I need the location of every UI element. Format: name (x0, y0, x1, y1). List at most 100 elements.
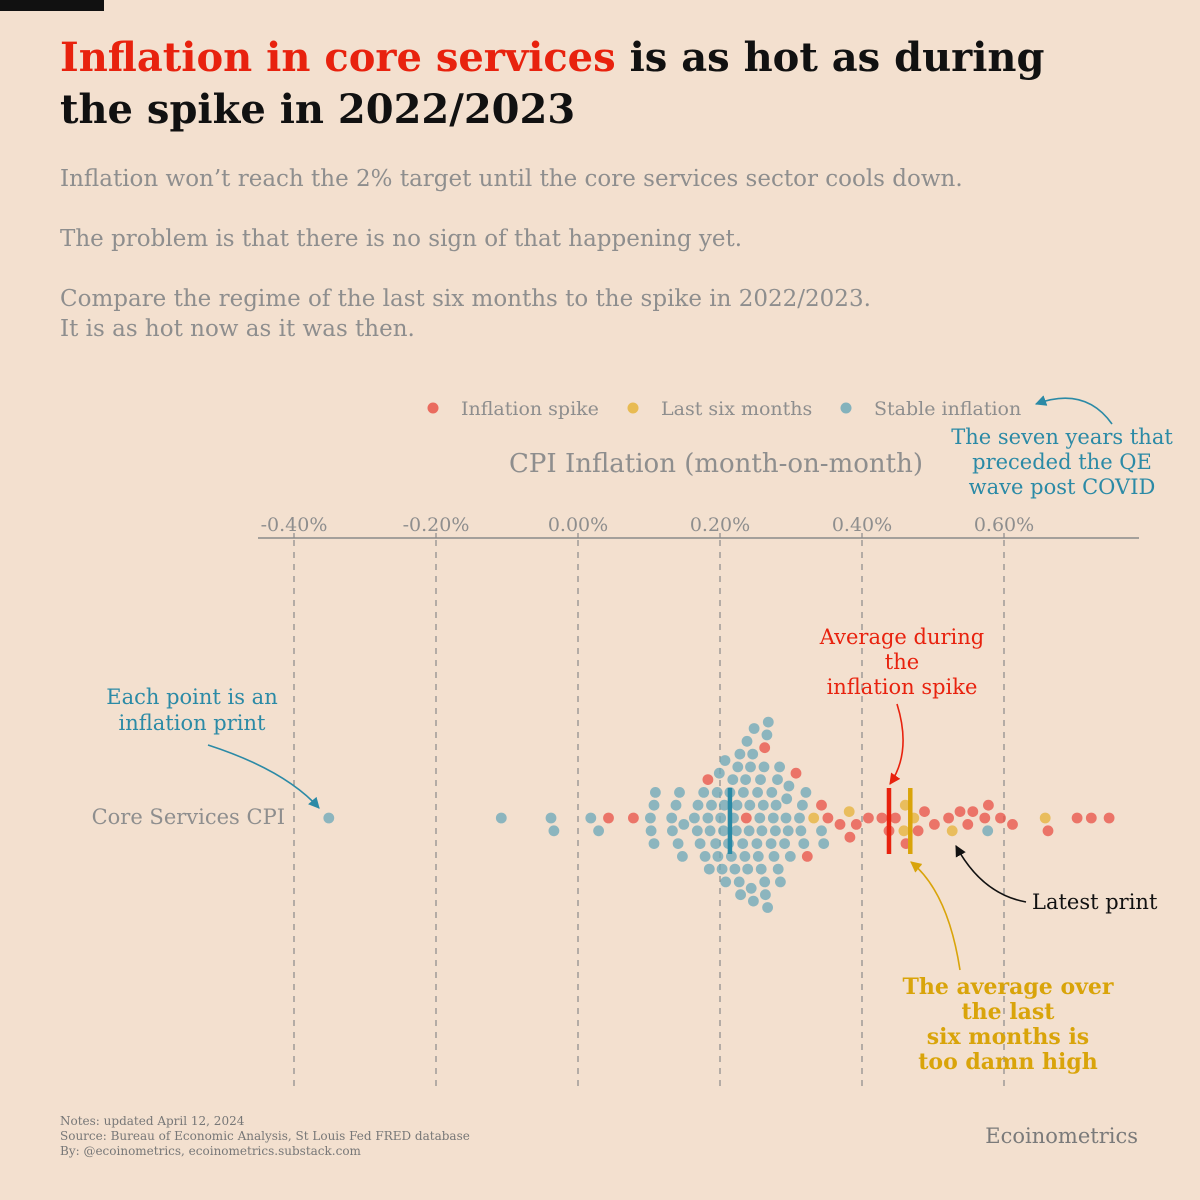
legend-label-spike: Inflation spike (461, 398, 599, 420)
data-point-stable-inflation (733, 876, 745, 888)
data-point-stable-inflation (755, 774, 766, 785)
data-point-inflation-spike (790, 767, 802, 779)
annotation-spike-average: Average during the inflation spike (819, 625, 984, 699)
data-point-stable-inflation (783, 780, 795, 792)
data-point-stable-inflation (323, 812, 335, 824)
data-point-inflation-spike (1085, 812, 1097, 824)
data-point-stable-inflation (692, 799, 704, 811)
data-point-inflation-spike (801, 851, 813, 862)
data-point-inflation-spike (962, 819, 974, 830)
data-point-inflation-spike (967, 806, 979, 817)
data-point-stable-inflation (739, 851, 751, 862)
data-point-stable-inflation (715, 812, 727, 824)
data-point-stable-inflation (698, 787, 710, 798)
data-point-stable-inflation (719, 755, 731, 766)
data-point-stable-inflation (770, 825, 781, 837)
data-point-stable-inflation (743, 825, 755, 837)
data-point-stable-inflation (678, 819, 690, 830)
annotation-six-month-average-line-1: The average over (903, 974, 1114, 1000)
data-point-inflation-spike (1071, 812, 1083, 824)
footer-notes-updated: Notes: updated April 12, 2024 (60, 1114, 245, 1128)
data-point-stable-inflation (704, 825, 716, 837)
data-point-stable-inflation (756, 825, 768, 837)
subtitle-paragraph-2: The problem is that there is no sign of … (60, 226, 743, 252)
annotation-spike-average-line-2: the (885, 650, 919, 674)
data-point-stable-inflation (798, 838, 810, 849)
data-point-inflation-spike (1103, 812, 1115, 824)
data-point-stable-inflation (585, 812, 597, 824)
data-point-stable-inflation (818, 838, 830, 849)
title-highlight: Inflation in core services (60, 34, 616, 81)
tick-label: -0.20% (403, 514, 470, 536)
data-point-stable-inflation (761, 729, 773, 741)
data-point-stable-inflation (754, 812, 766, 824)
data-point-stable-inflation (751, 838, 763, 849)
data-point-stable-inflation (648, 799, 660, 811)
data-point-stable-inflation (672, 838, 684, 849)
data-point-inflation-spike (822, 812, 834, 824)
data-point-inflation-spike (876, 812, 888, 824)
annotation-spike-average-arrow (889, 703, 904, 785)
data-point-inflation-spike (816, 799, 827, 811)
annotation-six-month-average-line-2: the last (962, 999, 1056, 1025)
data-point-inflation-spike (702, 774, 714, 785)
data-point-inflation-spike (919, 806, 930, 817)
data-point-stable-inflation (752, 851, 764, 862)
data-point-stable-inflation (645, 825, 657, 837)
data-point-stable-inflation (711, 787, 723, 798)
data-point-stable-inflation (718, 799, 730, 811)
annotation-spike-average-line-1: Average during (819, 625, 984, 649)
mean-markers (727, 788, 913, 854)
data-point-stable-inflation (727, 774, 739, 785)
data-point-stable-inflation (782, 825, 794, 837)
brand-logo-text: Ecoinometrics (985, 1124, 1138, 1148)
data-point-stable-inflation (648, 838, 660, 849)
data-point-stable-inflation (694, 838, 706, 849)
data-point-stable-inflation (794, 812, 805, 824)
annotation-six-month-average-arrow (910, 861, 961, 971)
data-point-stable-inflation (674, 787, 685, 798)
annotation-stable-years: The seven years that preceded the QE wav… (951, 425, 1173, 499)
top-accent-bar (0, 0, 104, 11)
annotation-latest-print: Latest print (1032, 890, 1158, 914)
data-point-stable-inflation (747, 748, 759, 760)
data-point-inflation-spike (979, 812, 991, 824)
data-points (323, 716, 1115, 913)
data-point-last-six-months (946, 825, 958, 837)
annotation-each-point-arrow (207, 744, 320, 809)
data-point-inflation-spike (759, 742, 771, 754)
data-point-stable-inflation (816, 825, 827, 837)
data-point-inflation-spike (740, 812, 752, 824)
data-point-stable-inflation (767, 812, 779, 824)
data-point-stable-inflation (755, 863, 767, 875)
data-point-last-six-months (898, 825, 910, 837)
data-point-stable-inflation (742, 863, 754, 875)
legend-marker-stable (840, 402, 852, 414)
data-point-stable-inflation (732, 761, 744, 773)
data-point-inflation-spike (863, 812, 874, 824)
data-point-stable-inflation (495, 812, 507, 824)
subtitle-paragraph-1: Inflation won’t reach the 2% target unti… (60, 166, 963, 192)
annotation-each-point-line-1: Each point is an (106, 685, 277, 709)
subtitle-paragraph-3-line-2: It is as hot now as it was then. (60, 316, 415, 342)
title-line1-rest: is as hot as during (615, 34, 1045, 81)
data-point-stable-inflation (731, 799, 743, 811)
data-point-stable-inflation (758, 761, 770, 773)
data-point-stable-inflation (740, 774, 751, 785)
subtitle-paragraph-3: Compare the regime of the last six month… (60, 284, 1160, 344)
data-point-stable-inflation (545, 812, 557, 824)
data-point-stable-inflation (775, 876, 786, 888)
data-point-last-six-months (843, 806, 855, 817)
annotation-stable-years-arrow (1034, 395, 1113, 425)
subtitle-paragraph-3-line-1: Compare the regime of the last six month… (60, 286, 871, 312)
title-line2: the spike in 2022/2023 (60, 86, 576, 133)
data-point-stable-inflation (784, 851, 796, 862)
annotation-stable-years-line-2: preceded the QE (972, 450, 1152, 474)
data-point-stable-inflation (645, 812, 656, 824)
data-point-stable-inflation (716, 863, 728, 875)
annotation-six-month-average: The average over the last six months is … (903, 974, 1114, 1075)
data-point-stable-inflation (593, 825, 604, 837)
data-point-stable-inflation (745, 882, 757, 894)
data-point-stable-inflation (710, 838, 722, 849)
